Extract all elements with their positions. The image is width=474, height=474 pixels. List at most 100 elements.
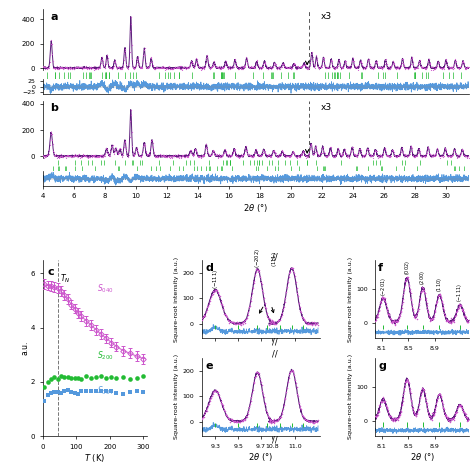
Point	[294, 63, 302, 70]
Point	[111, 58, 119, 65]
Point	[261, 58, 268, 66]
Point	[407, 143, 414, 150]
Point	[87, 151, 94, 159]
Point	[219, 63, 227, 71]
Point	[142, 63, 150, 71]
Point	[250, 379, 257, 387]
Point	[383, 152, 391, 159]
Point	[348, 146, 356, 153]
Point	[415, 57, 423, 65]
Point	[245, 408, 252, 415]
Point	[453, 406, 461, 413]
Point	[47, 40, 55, 47]
Point	[93, 152, 101, 160]
Point	[236, 418, 244, 426]
Point	[385, 311, 392, 319]
Point	[165, 63, 173, 70]
Point	[454, 153, 461, 160]
Point	[310, 150, 318, 158]
Point	[403, 273, 410, 281]
Point	[179, 64, 186, 72]
Point	[153, 153, 160, 161]
Point	[47, 36, 55, 44]
Point	[257, 278, 264, 285]
Point	[433, 300, 440, 307]
Point	[230, 319, 237, 326]
Point	[300, 148, 308, 156]
Point	[174, 153, 182, 161]
Point	[228, 415, 236, 423]
Point	[68, 64, 75, 71]
Point	[188, 58, 196, 65]
Point	[217, 153, 225, 161]
Point	[451, 312, 458, 319]
Point	[325, 149, 333, 156]
Point	[458, 403, 465, 410]
Point	[266, 318, 274, 326]
Point	[199, 415, 206, 422]
Point	[181, 154, 188, 161]
Point	[102, 387, 110, 394]
Point	[308, 319, 315, 326]
Point	[159, 64, 167, 72]
Point	[252, 147, 259, 155]
Point	[218, 301, 226, 308]
Point	[172, 64, 179, 71]
Point	[266, 64, 273, 71]
Point	[59, 153, 66, 160]
Point	[154, 64, 162, 72]
Text: //: //	[272, 350, 277, 359]
Point	[82, 152, 90, 160]
Point	[132, 147, 139, 155]
Point	[383, 59, 390, 66]
Point	[86, 64, 93, 71]
Point	[214, 64, 222, 72]
Point	[220, 63, 228, 71]
Point	[182, 64, 190, 71]
Point	[276, 413, 284, 421]
Point	[107, 146, 115, 154]
Point	[412, 311, 420, 319]
Point	[308, 48, 316, 56]
Point	[345, 64, 352, 72]
Point	[405, 383, 413, 391]
Point	[422, 64, 429, 72]
Point	[324, 63, 332, 71]
Point	[220, 406, 228, 414]
Point	[414, 305, 422, 313]
Point	[142, 59, 149, 67]
Point	[148, 136, 156, 144]
Point	[416, 147, 424, 155]
Point	[145, 64, 152, 72]
Point	[387, 318, 395, 326]
Point	[353, 152, 360, 160]
Point	[264, 67, 271, 74]
Point	[64, 151, 72, 159]
Point	[273, 152, 280, 159]
Point	[413, 410, 420, 417]
Point	[421, 64, 429, 71]
Point	[371, 64, 378, 72]
Point	[348, 143, 356, 151]
Point	[172, 153, 180, 161]
Point	[457, 148, 465, 156]
Point	[161, 64, 169, 71]
Point	[114, 64, 122, 71]
Point	[255, 62, 262, 69]
Point	[430, 65, 438, 73]
Point	[143, 152, 150, 159]
Point	[440, 152, 447, 159]
Point	[93, 64, 101, 72]
Point	[283, 152, 290, 160]
Point	[260, 294, 268, 301]
Point	[384, 151, 392, 159]
Point	[238, 63, 246, 70]
Point	[293, 154, 301, 162]
Point	[444, 62, 451, 70]
Point	[439, 401, 447, 408]
Point	[59, 65, 67, 73]
Point	[453, 408, 460, 416]
Point	[166, 152, 174, 160]
Point	[230, 58, 238, 66]
Point	[445, 63, 452, 71]
